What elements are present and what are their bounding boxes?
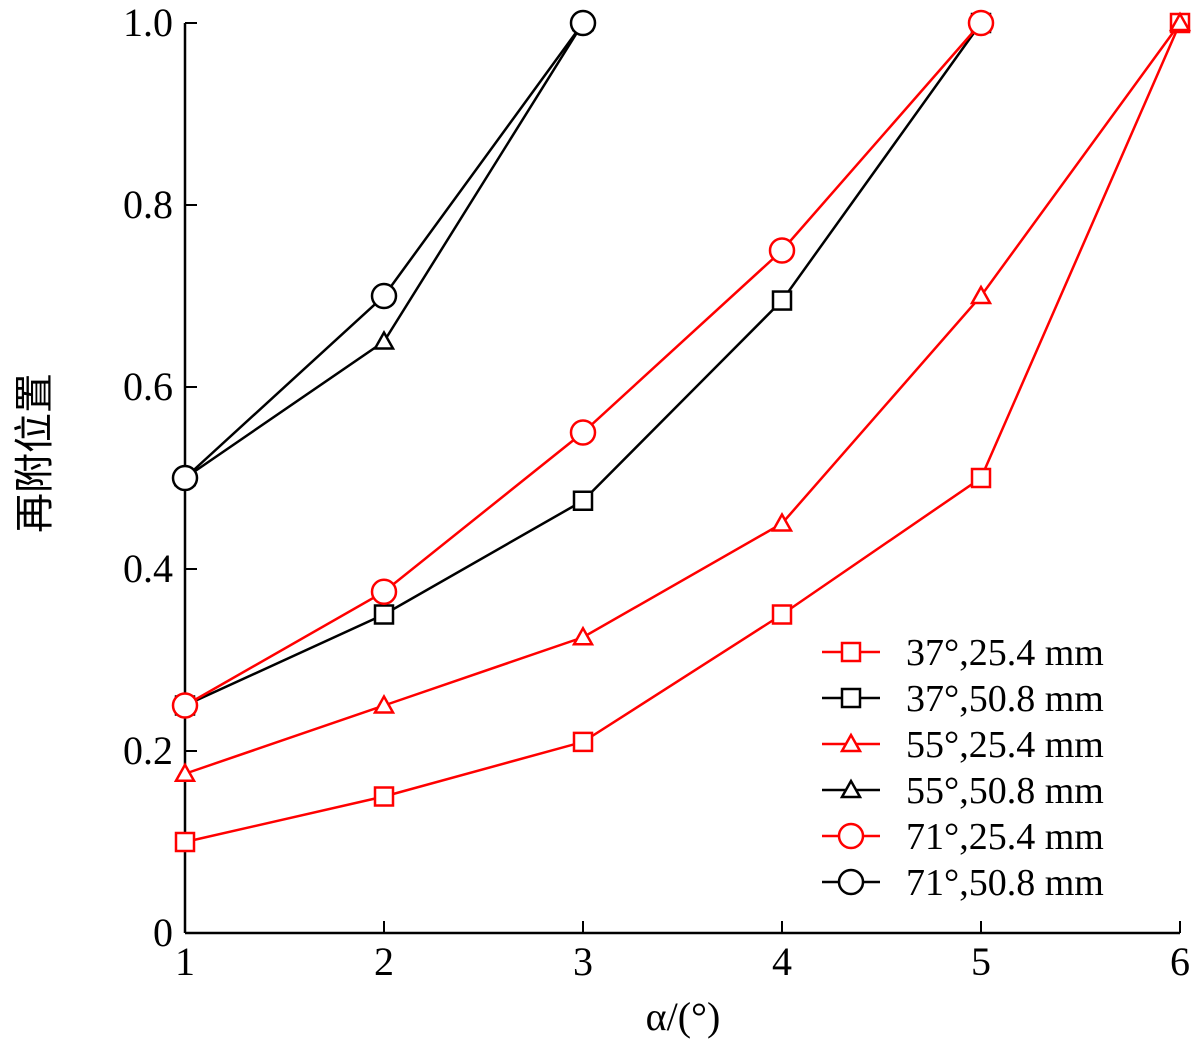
y-tick-label: 1.0 (123, 0, 173, 45)
series-4 (173, 11, 595, 487)
legend-marker (839, 732, 863, 753)
series-line (184, 22, 1182, 844)
data-point (171, 464, 199, 492)
data-point (967, 9, 995, 37)
y-tick-label: 0.6 (123, 364, 173, 409)
axes: 1 2 3 4 5 6 0 0.2 0.4 0.6 0.8 1.0 (123, 0, 1190, 984)
data-point (770, 511, 794, 532)
legend-label: 37°,25.4 mm (906, 632, 1104, 674)
x-tick-label: 5 (971, 939, 991, 984)
data-point (1168, 11, 1192, 32)
data-point (969, 284, 993, 305)
data-point (569, 9, 597, 37)
data-point (372, 329, 396, 350)
legend-label: 71°,50.8 mm (906, 862, 1104, 904)
legend-marker (837, 822, 865, 850)
legend-marker (840, 641, 862, 663)
data-point (768, 237, 796, 264)
legend-marker (840, 687, 862, 709)
legend-label: 55°,25.4 mm (906, 724, 1104, 766)
legend-label: 37°,50.8 mm (906, 678, 1104, 720)
series-3 (173, 11, 1192, 782)
legend-item: 37°,50.8 mm (822, 678, 1104, 720)
series-line (184, 22, 585, 479)
data-point (373, 786, 395, 807)
data-point (370, 578, 398, 605)
legend-item: 37°,25.4 mm (822, 632, 1104, 674)
legend-item: 71°,50.8 mm (822, 862, 1104, 904)
x-tick-label: 6 (1170, 939, 1190, 984)
series-6 (171, 9, 597, 492)
x-tick-label: 2 (374, 939, 394, 984)
data-point (771, 290, 793, 311)
y-tick-label: 0.8 (123, 182, 173, 227)
legend-marker (839, 778, 863, 799)
series-line (184, 22, 585, 480)
y-tick-label: 0.2 (123, 728, 173, 773)
y-tick-label: 0 (153, 910, 173, 955)
legend-item: 55°,50.8 mm (822, 770, 1104, 812)
x-axis-title: α/(°) (646, 994, 721, 1039)
data-point (171, 692, 199, 719)
series-1 (174, 12, 1191, 853)
data-point (571, 625, 595, 646)
data-point (569, 419, 597, 446)
legend-item: 55°,25.4 mm (822, 724, 1104, 766)
x-tick-label: 4 (772, 939, 792, 984)
x-tick-label: 1 (175, 939, 195, 984)
series-5 (171, 9, 995, 719)
legend-item: 71°,25.4 mm (822, 816, 1104, 858)
data-point (572, 490, 594, 511)
x-tick-label: 3 (573, 939, 593, 984)
legend-label: 71°,25.4 mm (906, 816, 1104, 858)
y-tick-label: 0.4 (123, 546, 173, 591)
series-line (184, 22, 982, 707)
data-point (370, 282, 398, 310)
legend-marker (837, 868, 865, 896)
data-point (373, 604, 395, 625)
y-axis-title: 再附位置 (12, 373, 57, 533)
series-layer (171, 9, 1192, 853)
data-point (771, 604, 793, 625)
data-point (572, 731, 594, 753)
data-point (173, 762, 197, 782)
series-line (184, 22, 1182, 775)
series-2 (174, 12, 992, 716)
series-line (184, 22, 983, 707)
data-point (174, 831, 196, 853)
data-point (970, 467, 992, 489)
legend-label: 55°,50.8 mm (906, 770, 1104, 812)
data-point (372, 693, 396, 714)
